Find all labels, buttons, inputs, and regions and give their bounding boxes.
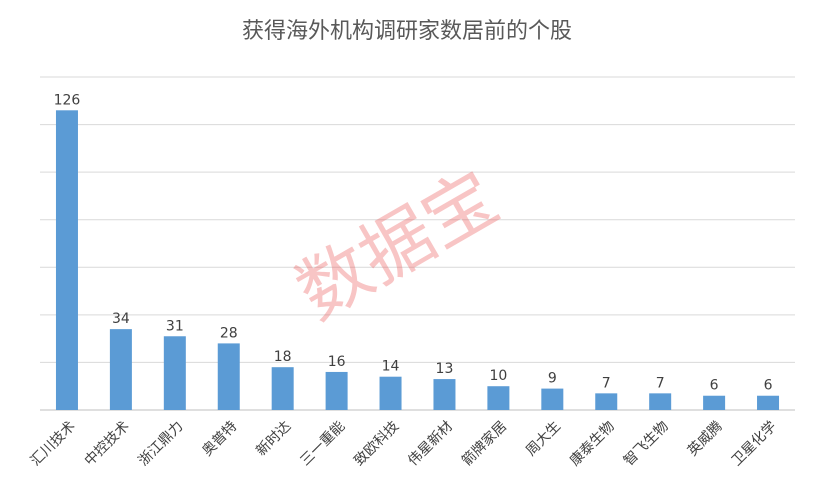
- bar: [433, 379, 456, 410]
- x-tick-label: 英威腾: [684, 418, 726, 460]
- data-label: 34: [112, 311, 130, 327]
- bar: [487, 386, 510, 410]
- bar: [109, 329, 132, 410]
- data-label: 9: [548, 371, 557, 387]
- data-label: 6: [764, 378, 773, 394]
- bar: [595, 393, 618, 410]
- data-label: 7: [602, 375, 611, 391]
- x-tick-label: 伟星新材: [405, 418, 456, 469]
- data-label: 126: [54, 92, 81, 108]
- data-label: 18: [274, 349, 292, 365]
- data-label: 7: [656, 375, 665, 391]
- bar: [271, 367, 294, 410]
- bar: [703, 395, 726, 410]
- data-label: 31: [166, 318, 184, 334]
- bar: [55, 110, 78, 411]
- x-tick-label: 汇川技术: [28, 418, 79, 469]
- x-tick-label: 三一重能: [297, 418, 348, 469]
- bar: [649, 393, 672, 410]
- bar: [541, 388, 564, 410]
- data-label: 13: [436, 361, 454, 377]
- data-label: 16: [328, 354, 346, 370]
- x-tick-label: 浙江鼎力: [136, 418, 187, 469]
- x-tick-label: 中控技术: [82, 418, 133, 469]
- x-tick-label: 箭牌家居: [458, 418, 510, 470]
- x-tick-label: 周大生: [523, 418, 564, 459]
- watermark: 数据宝: [283, 155, 512, 336]
- bar: [325, 371, 348, 410]
- x-tick-label: 奥普特: [199, 418, 241, 460]
- data-label: 10: [489, 368, 507, 384]
- x-tick-label: 康泰生物: [566, 418, 618, 470]
- bar: [757, 395, 780, 410]
- x-tick-label: 卫星化学: [729, 418, 780, 469]
- chart-title: 获得海外机构调研家数居前的个股: [242, 19, 572, 44]
- bar: [163, 336, 186, 410]
- x-tick-label: 智飞生物: [621, 418, 672, 469]
- bar: [379, 376, 402, 410]
- data-label: 6: [710, 378, 719, 394]
- bar: [217, 343, 240, 410]
- data-label: 28: [220, 325, 238, 341]
- x-tick-label: 新时达: [253, 418, 294, 459]
- data-label: 14: [382, 359, 400, 375]
- x-tick-label: 致欧科技: [351, 418, 402, 469]
